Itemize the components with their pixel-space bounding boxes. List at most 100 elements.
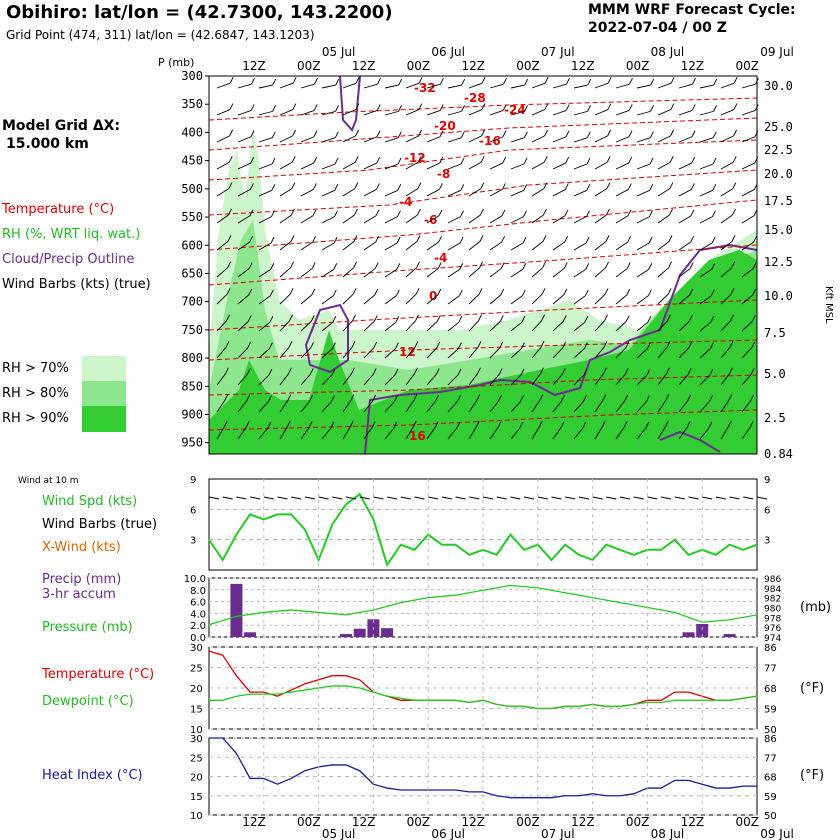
wind-ytick-right: 3 (764, 536, 770, 547)
pressure-ytick: 976 (764, 624, 781, 634)
wind-barb (405, 373, 415, 386)
wind-barb-flag (563, 288, 568, 296)
wind-barb (510, 189, 524, 197)
wind-barb (468, 241, 481, 251)
wind-barb-flag (690, 235, 695, 243)
wind-barb-flag (501, 209, 506, 216)
wind-barb-flag (691, 156, 696, 164)
wind-barb (573, 268, 586, 278)
height-tick: 25.0 (764, 120, 793, 134)
wind-barb-flag (541, 314, 545, 321)
height-tick: 15.0 (764, 223, 793, 237)
wind-barb (405, 135, 419, 143)
wind-barb (237, 427, 247, 440)
wind-barb-flag (689, 288, 694, 296)
wind-barb (384, 242, 398, 251)
cloud-outline-low (364, 243, 758, 455)
wind-barb (468, 426, 477, 440)
wind-barb (510, 137, 525, 143)
wind-barb-flag (436, 341, 441, 349)
legend-swatch-rh80 (82, 381, 126, 406)
surface-wind-barb (524, 496, 535, 500)
surface-wind-barb (674, 496, 685, 500)
wind-barb-flag (418, 77, 423, 84)
wind-barb (699, 137, 714, 143)
wind-barb-flag (310, 341, 315, 349)
wind-barb-flag (712, 184, 717, 191)
wind-barb-flag (582, 421, 587, 429)
wind-barb (699, 401, 710, 413)
wind-barb (657, 188, 671, 197)
temp-ytick: 30 (190, 643, 203, 654)
wind-barb-flag (650, 78, 655, 86)
wind-barb-flag (292, 103, 297, 110)
wind-barb (447, 348, 459, 359)
surface-wind-barb (606, 496, 617, 500)
wind-barb-flag (480, 208, 484, 216)
wind-barb (657, 214, 670, 224)
wind-barb (384, 401, 395, 413)
wind-barb-flag (607, 77, 612, 84)
wind-barb-flag (397, 210, 401, 217)
wind-barb (720, 346, 731, 359)
wind-barb-flag (478, 288, 483, 295)
wind-barb (699, 348, 711, 359)
wind-barb-flag (605, 235, 610, 242)
wind-barb (258, 110, 273, 116)
wind-barb (531, 161, 545, 170)
wind-barb (342, 293, 354, 305)
wind-barb-flag (417, 182, 422, 189)
temperature-contour-5 (208, 244, 758, 286)
wind-barb (741, 347, 753, 359)
wind-barb-flag (477, 367, 481, 375)
wind-barb-flag (288, 341, 293, 348)
wind-barb (300, 136, 315, 143)
top-hour-label: 12Z (681, 59, 705, 73)
wind-barb-flag (712, 210, 716, 217)
wind-barb (258, 374, 270, 386)
wind-barb (594, 293, 606, 305)
wind-barb (258, 189, 272, 197)
wind-barb (552, 400, 562, 413)
hi-ytick: 30 (190, 734, 203, 745)
surface-wind-barb (250, 496, 261, 500)
wind-barb-flag (753, 235, 758, 243)
surface-wind-barb (578, 496, 589, 500)
wind-barb (258, 216, 272, 224)
temp-contour-label: -4 (399, 195, 412, 209)
wind-barb-flag (355, 103, 360, 110)
precip-bar (353, 628, 366, 637)
wind-barb-flag (247, 315, 252, 322)
wind-barb-flag (246, 368, 251, 375)
wind-barb (321, 163, 336, 170)
wind-barb-flag (349, 420, 354, 428)
wind-barb-flag (668, 261, 672, 269)
wind-barb (678, 321, 690, 332)
wind-barb-flag (439, 156, 444, 164)
top-hour-label: 00Z (297, 59, 321, 73)
wind-barb (468, 346, 479, 359)
wind-barb-flag (479, 235, 484, 242)
wind-barb (489, 268, 502, 278)
surface-wind-barb (428, 496, 439, 500)
wind-barb-flag (523, 210, 527, 217)
wind-barb-flag (709, 368, 714, 376)
wind-barb-flag (225, 367, 229, 375)
precip-ytick: 2.0 (190, 621, 206, 632)
wind-barb-flag (604, 314, 608, 321)
surface-wind-barb (222, 496, 233, 500)
pressure-tick: 900 (181, 408, 203, 422)
wind-barb-flag (584, 342, 588, 349)
wind-barb (720, 188, 734, 197)
wind-barb-flag (669, 182, 674, 189)
wind-barb (342, 109, 357, 116)
wind-barb-flag (438, 235, 443, 243)
wind-ytick-right: 9 (764, 475, 770, 486)
wind-barb (510, 321, 523, 332)
wind-barb-flag (334, 131, 339, 138)
station-title: Obihiro: lat/lon = (42.7300, 143.2200) (6, 2, 393, 23)
wind-barb (321, 84, 336, 89)
wind-barb-flag (539, 394, 544, 401)
wind-barb (657, 373, 667, 386)
wind-barb-flag (711, 236, 716, 244)
